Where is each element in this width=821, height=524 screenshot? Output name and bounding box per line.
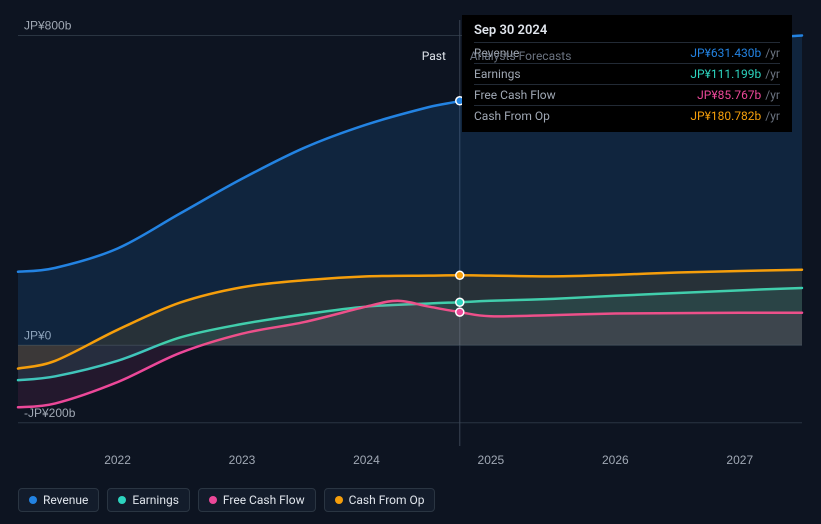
svg-text:JP¥800b: JP¥800b: [24, 18, 72, 32]
legend-label: Earnings: [132, 493, 179, 507]
legend-label: Free Cash Flow: [223, 493, 305, 507]
legend-label: Revenue: [43, 493, 88, 507]
legend-swatch: [335, 496, 343, 504]
svg-text:2027: 2027: [726, 453, 753, 467]
tooltip-row: Free Cash Flow JP¥85.767b/yr: [474, 84, 780, 105]
legend-item-cfo[interactable]: Cash From Op: [324, 488, 436, 512]
legend-swatch: [118, 496, 126, 504]
past-label: Past: [422, 49, 446, 63]
tooltip-row-value: JP¥111.199b: [690, 67, 761, 81]
legend-swatch: [29, 496, 37, 504]
tooltip-row-label: Earnings: [474, 67, 521, 81]
legend-item-fcf[interactable]: Free Cash Flow: [198, 488, 316, 512]
svg-text:2022: 2022: [104, 453, 131, 467]
tooltip-row-value: JP¥631.430b: [690, 46, 761, 60]
tooltip-row-unit: /yr: [765, 88, 780, 102]
chart-legend: Revenue Earnings Free Cash Flow Cash From O…: [18, 488, 435, 512]
tooltip-row: Earnings JP¥111.199b/yr: [474, 63, 780, 84]
tooltip-row-unit: /yr: [765, 46, 780, 60]
forecast-label: Analysts Forecasts: [470, 49, 572, 63]
legend-item-earnings[interactable]: Earnings: [107, 488, 190, 512]
tooltip-row-unit: /yr: [765, 67, 780, 81]
svg-text:2023: 2023: [229, 453, 256, 467]
tooltip-row-value: JP¥180.782b: [690, 109, 761, 123]
chart-tooltip: Sep 30 2024 RevenueJP¥631.430b/yrEarning…: [462, 15, 792, 132]
legend-label: Cash From Op: [349, 493, 425, 507]
earnings-forecast-chart: { "chart": { "type": "line", "width": 82…: [0, 0, 821, 524]
legend-swatch: [209, 496, 217, 504]
svg-text:2025: 2025: [478, 453, 505, 467]
tooltip-row-label: Free Cash Flow: [474, 88, 556, 102]
svg-text:2026: 2026: [602, 453, 629, 467]
tooltip-row-value: JP¥85.767b: [697, 88, 761, 102]
svg-text:2024: 2024: [353, 453, 380, 467]
tooltip-row-unit: /yr: [765, 109, 780, 123]
tooltip-row: Cash From Op JP¥180.782b/yr: [474, 105, 780, 126]
tooltip-row-label: Cash From Op: [474, 109, 550, 123]
legend-item-revenue[interactable]: Revenue: [18, 488, 99, 512]
tooltip-date: Sep 30 2024: [474, 23, 780, 38]
